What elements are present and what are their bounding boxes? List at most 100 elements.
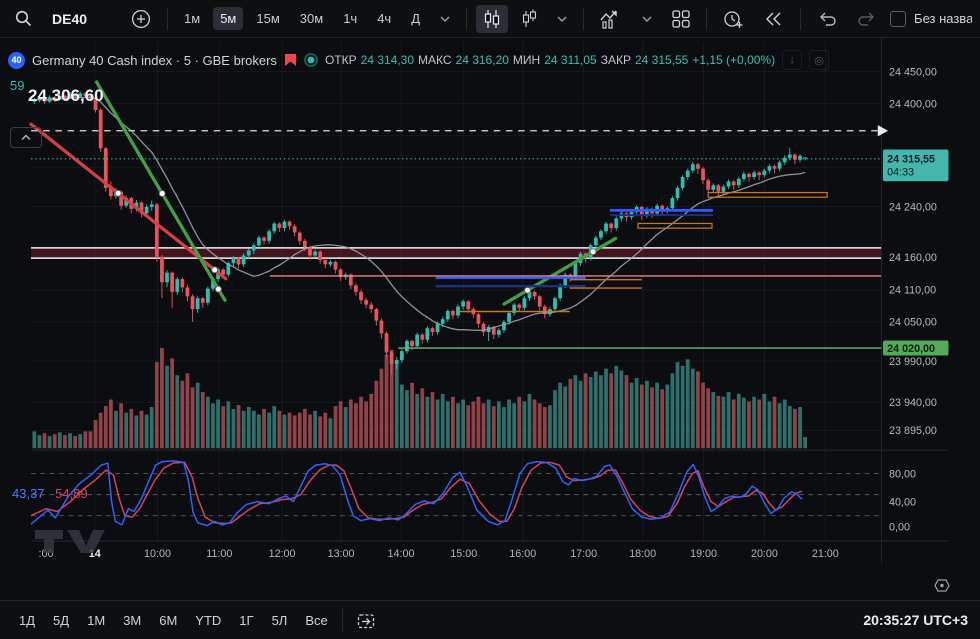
toolbar-divider [706,7,708,30]
low-value: 24 311,05 [544,53,597,67]
chart-style-chevron-icon[interactable] [550,11,574,27]
time-axis[interactable]: :00 14 10:00 11:00 12:00 13:00 14:00 15:00 16:00… [39,548,839,560]
range-5d[interactable]: 5Д [53,612,70,628]
stoch-d-value: 54,89 [55,486,88,501]
snapshot-icon[interactable]: ◎ [809,50,830,70]
svg-text:15:00: 15:00 [450,548,477,560]
svg-text:14:00: 14:00 [388,548,415,560]
close-label: ЗАКР [600,53,631,67]
low-label: МИН [512,53,541,67]
svg-text:80,00: 80,00 [889,468,916,480]
timeframe-15m[interactable]: 15м [256,11,280,26]
alert-clock-icon[interactable] [716,5,751,33]
moving-average-line [34,96,806,331]
toolbar-divider [583,7,585,30]
candles-style-icon[interactable] [476,4,509,33]
range-all[interactable]: Все [305,612,328,628]
layout-name[interactable]: Без назван [914,11,972,26]
stochastic-values: 43,37 54,89 [12,486,88,501]
svg-text:17:00: 17:00 [570,548,597,560]
svg-text:0,00: 0,00 [889,522,910,534]
stochastic-pane [30,460,882,527]
high-value: 24 316,20 [455,53,509,67]
collapse-line-button[interactable] [10,127,42,148]
symbol-button[interactable]: DE40 [52,10,88,27]
tradingview-logo[interactable] [33,526,111,561]
footer-divider [341,609,343,631]
toolbar-divider [800,7,802,30]
price-chart-canvas[interactable]: 24 450,00 24 400,00 24 240,00 24 160,00 24 1… [0,38,980,600]
toolbar-divider [167,7,169,30]
price-axis[interactable]: 24 450,00 24 400,00 24 240,00 24 160,00 24 1… [877,66,949,534]
svg-text:23 895,00: 23 895,00 [889,425,937,437]
session-clock[interactable]: 20:35:27 UTC+3 [863,612,968,628]
timeframe-menu-chevron-icon[interactable] [433,11,457,27]
chart-grid [31,42,882,541]
toolbar-divider [466,7,468,30]
close-value: 24 315,55 [634,53,689,67]
chart-area: 24 450,00 24 400,00 24 240,00 24 160,00 24 1… [0,38,980,600]
go-to-date-icon[interactable] [350,608,382,633]
layout-grid-icon[interactable] [665,6,697,32]
market-status-dot-icon[interactable] [303,53,318,67]
svg-text:11:00: 11:00 [206,548,232,560]
timeframe-1d[interactable]: Д [411,11,421,26]
svg-text:24 450,00: 24 450,00 [889,66,937,78]
redo-icon[interactable] [850,7,884,31]
svg-text:24 315,55: 24 315,55 [887,154,935,166]
svg-text:21:00: 21:00 [812,548,839,560]
search-icon[interactable] [8,6,39,31]
svg-text:24 240,00: 24 240,00 [889,201,937,213]
svg-text:24 110,00: 24 110,00 [889,285,936,297]
svg-text:18:00: 18:00 [629,548,656,560]
svg-text:24 400,00: 24 400,00 [889,98,937,110]
supply-zone-band [31,247,882,259]
range-5y[interactable]: 5Л [271,612,288,628]
candles [32,91,808,375]
range-ytd[interactable]: YTD [195,612,222,628]
timeframe-1m[interactable]: 1м [184,11,201,26]
svg-text:13:00: 13:00 [328,548,355,560]
timeframe-5m[interactable]: 5м [213,7,244,30]
svg-text:24 020,00: 24 020,00 [887,343,935,355]
top-toolbar: DE40 1м 5м 15м 30м 1ч 4ч Д [0,0,980,38]
timeframe-1h[interactable]: 1ч [343,11,358,26]
symbol-title[interactable]: Germany 40 Cash index · 5 · GBE brokers [32,52,277,68]
symbol-legend: 40 Germany 40 Cash index · 5 · GBE broke… [8,50,830,70]
range-1y[interactable]: 1Г [239,612,254,628]
high-label: МАКС [418,53,452,67]
hollow-candles-style-icon[interactable] [514,5,544,33]
change-value: +1,15 (+0,00%) [692,53,776,67]
indicators-icon[interactable] [593,5,629,33]
indicators-chevron-icon[interactable] [635,11,659,27]
svg-text:10:00: 10:00 [144,548,171,560]
svg-text:14: 14 [89,548,101,560]
svg-text:24 160,00: 24 160,00 [889,252,937,264]
timeframe-4h[interactable]: 4ч [377,11,392,26]
layout-checkbox[interactable] [890,10,907,27]
symbol-logo: 40 [8,51,25,69]
range-6m[interactable]: 6М [159,612,178,628]
svg-text:23 990,00: 23 990,00 [889,356,937,368]
axis-settings-gear-icon[interactable] [934,578,950,598]
bottom-toolbar: 1Д 5Д 1М 3М 6М YTD 1Г 5Л Все 20:35:27 UT… [0,600,980,639]
pane-dividers [31,38,949,565]
range-1d[interactable]: 1Д [19,612,36,628]
range-1m[interactable]: 1М [87,612,106,628]
undo-icon[interactable] [810,7,844,31]
timeframe-30m[interactable]: 30м [299,11,324,26]
scroll-to-recent-icon[interactable]: ↓ [782,50,803,70]
volume-bars [32,348,808,449]
price-lines [31,130,882,160]
range-3m[interactable]: 3М [123,612,142,628]
flag-icon[interactable] [284,53,297,67]
svg-text:19:00: 19:00 [690,548,717,560]
ohlc-readout: ОТКР 24 314,30 МАКС 24 316,20 МИН 24 311… [325,53,775,67]
compare-add-icon[interactable] [124,5,158,33]
open-value: 24 314,30 [360,53,414,67]
floating-price-label: 24 306,60 [28,86,104,105]
trendline-drawings [29,80,618,306]
replay-icon[interactable] [757,7,791,31]
level-lines [269,191,882,349]
